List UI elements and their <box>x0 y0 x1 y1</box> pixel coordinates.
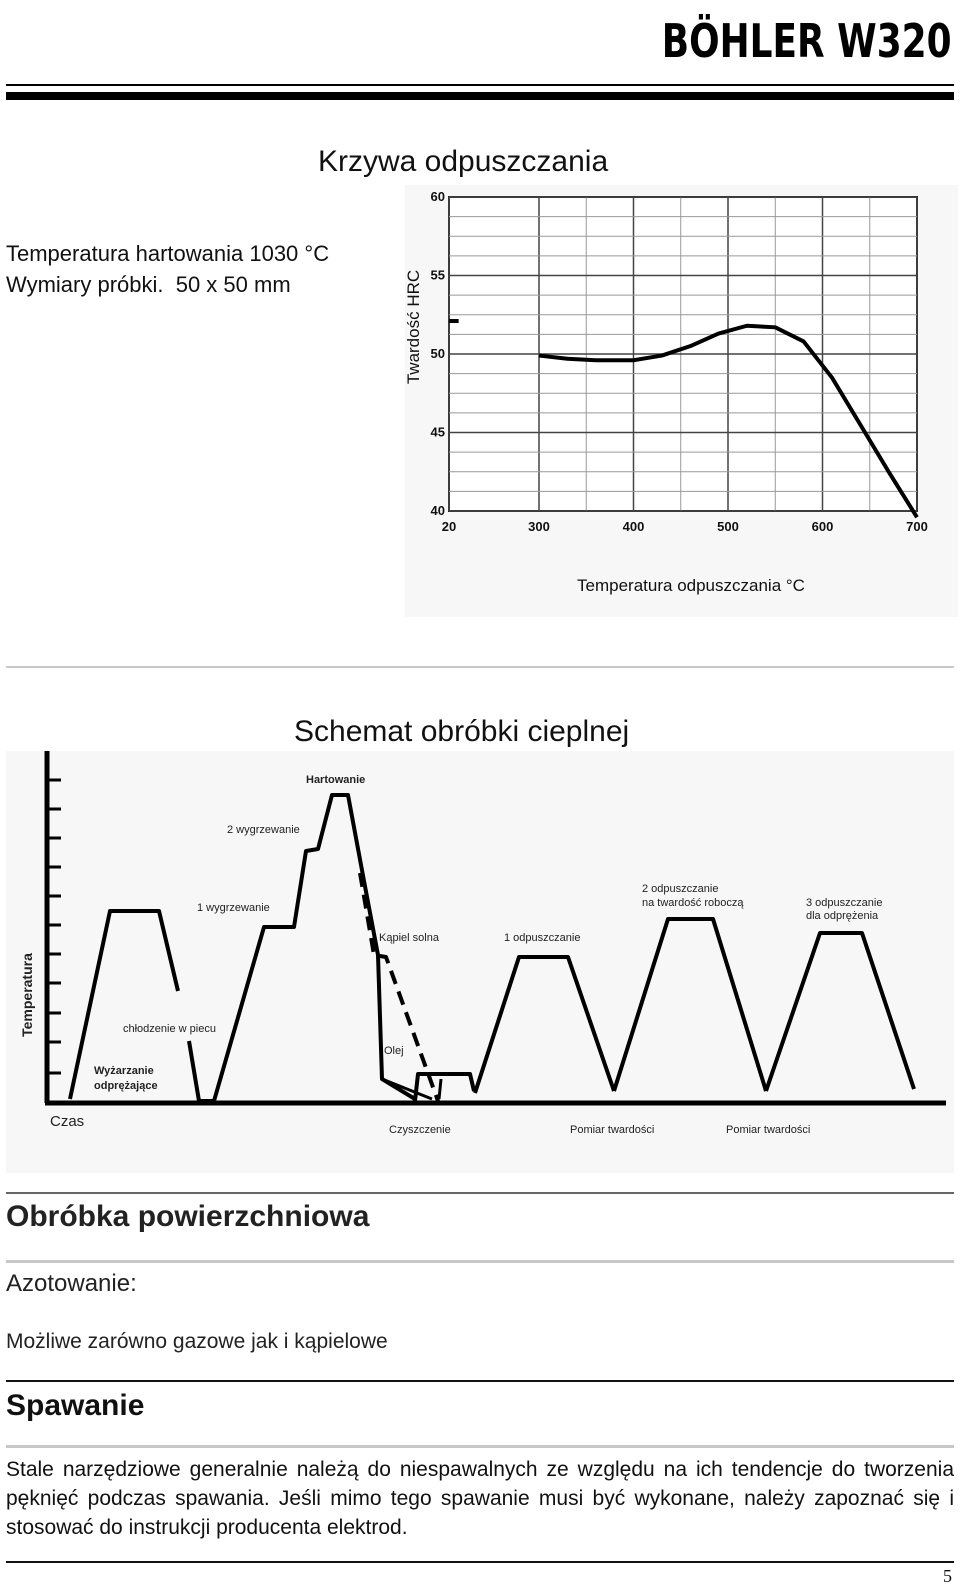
section-divider <box>6 1445 954 1448</box>
surface-treatment-heading: Obróbka powierzchniowa <box>6 1200 370 1233</box>
salt-bath-label: Kąpiel solna <box>379 932 440 944</box>
nitriding-text: Możliwe zarówno gazowe jak i kąpielowe <box>6 1330 388 1353</box>
time-axis-label: Czas <box>50 1113 84 1130</box>
y-axis-label: Twardość HRC <box>405 270 423 384</box>
nitriding-label: Azotowanie: <box>6 1270 137 1297</box>
section-divider <box>6 1260 954 1263</box>
hardening-curve <box>212 793 417 1102</box>
section-divider <box>6 1380 954 1382</box>
x-tick-label: 700 <box>906 519 928 534</box>
heat-treatment-diagram: Temperatura Czas Hartowanie 2 wygrzewani… <box>6 751 954 1173</box>
header-rule-thick <box>6 92 954 100</box>
stress-relief-label-2: odprężające <box>94 1080 158 1092</box>
section-divider <box>6 666 954 668</box>
oil-quench-line <box>381 1077 433 1101</box>
cleaning-label: Czyszczenie <box>389 1124 451 1136</box>
hardness-check-label-2: Pomiar twardości <box>726 1124 810 1136</box>
furnace-cooling-curve <box>187 1040 214 1103</box>
x-tick-label: 300 <box>528 519 550 534</box>
tempering-curve-line <box>538 323 919 519</box>
annealing-curve <box>68 909 180 1100</box>
preheat-1-label: 1 wygrzewanie <box>197 902 270 914</box>
heat-treatment-schema-title: Schemat obróbki cieplnej <box>294 715 630 748</box>
y-tick-label: 50 <box>431 346 445 361</box>
tempering-2-label-1: 2 odpuszczanie <box>642 883 718 895</box>
y-tick-label: 40 <box>431 503 445 518</box>
header-rule <box>6 84 954 86</box>
tempering-curve-title: Krzywa odpuszczania <box>318 145 609 178</box>
tempering-chart: 40 45 50 55 60 20 300 400 500 600 700 Twardość HR… <box>404 185 958 617</box>
stress-relief-label-1: Wyżarzanie <box>94 1065 154 1077</box>
section-divider <box>6 1192 954 1194</box>
footer-rule <box>6 1561 954 1563</box>
hardness-check-label-1: Pomiar twardości <box>570 1124 654 1136</box>
x-tick-label: 500 <box>717 519 739 534</box>
y-tick-label: 45 <box>431 425 445 440</box>
page-number: 5 <box>943 1566 952 1586</box>
hardening-label: Hartowanie <box>306 774 365 786</box>
brand-logo-text: BÖHLER W320 <box>662 14 952 68</box>
hardening-temperature: Temperatura hartowania 1030 °C <box>6 241 330 266</box>
sample-size: Wymiary próbki. 50 x 50 mm <box>6 272 291 297</box>
tempering-3-curve <box>764 931 916 1092</box>
x-tick-label: 400 <box>623 519 645 534</box>
y-tick-label: 55 <box>431 268 445 283</box>
heat-treatment-diagram-svg: Temperatura Czas Hartowanie 2 wygrzewani… <box>19 751 946 1136</box>
preheat-2-label: 2 wygrzewanie <box>227 824 300 836</box>
oil-label: Olej <box>384 1045 404 1057</box>
cleaning-marker <box>437 1078 443 1100</box>
y-tick-label: 60 <box>431 189 445 204</box>
salt-bath-step <box>413 1072 476 1102</box>
tempering-3-label-2: dla odprężenia <box>806 910 879 922</box>
x-tick-label: 600 <box>812 519 834 534</box>
welding-paragraph: Stale narzędziowe generalnie należą do n… <box>6 1458 954 1539</box>
x-tick-label: 20 <box>442 519 456 534</box>
tempering-chart-svg: 40 45 50 55 60 20 300 400 500 600 700 Twardość HR… <box>404 189 928 595</box>
salt-bath-quench-dashed <box>358 872 440 1102</box>
tempering-1-curve <box>473 955 616 1094</box>
welding-heading: Spawanie <box>6 1389 145 1422</box>
tempering-1-label: 1 odpuszczanie <box>504 932 580 944</box>
tempering-2-curve <box>612 917 768 1092</box>
tempering-3-label-1: 3 odpuszczanie <box>806 897 882 909</box>
tempering-2-label-2: na twardość roboczą <box>642 897 744 909</box>
temperature-axis-label: Temperatura <box>19 953 35 1037</box>
furnace-cooling-label: chłodzenie w piecu <box>123 1023 216 1035</box>
axis-ticks <box>47 778 61 1075</box>
x-axis-label: Temperatura odpuszczania °C <box>577 576 805 595</box>
